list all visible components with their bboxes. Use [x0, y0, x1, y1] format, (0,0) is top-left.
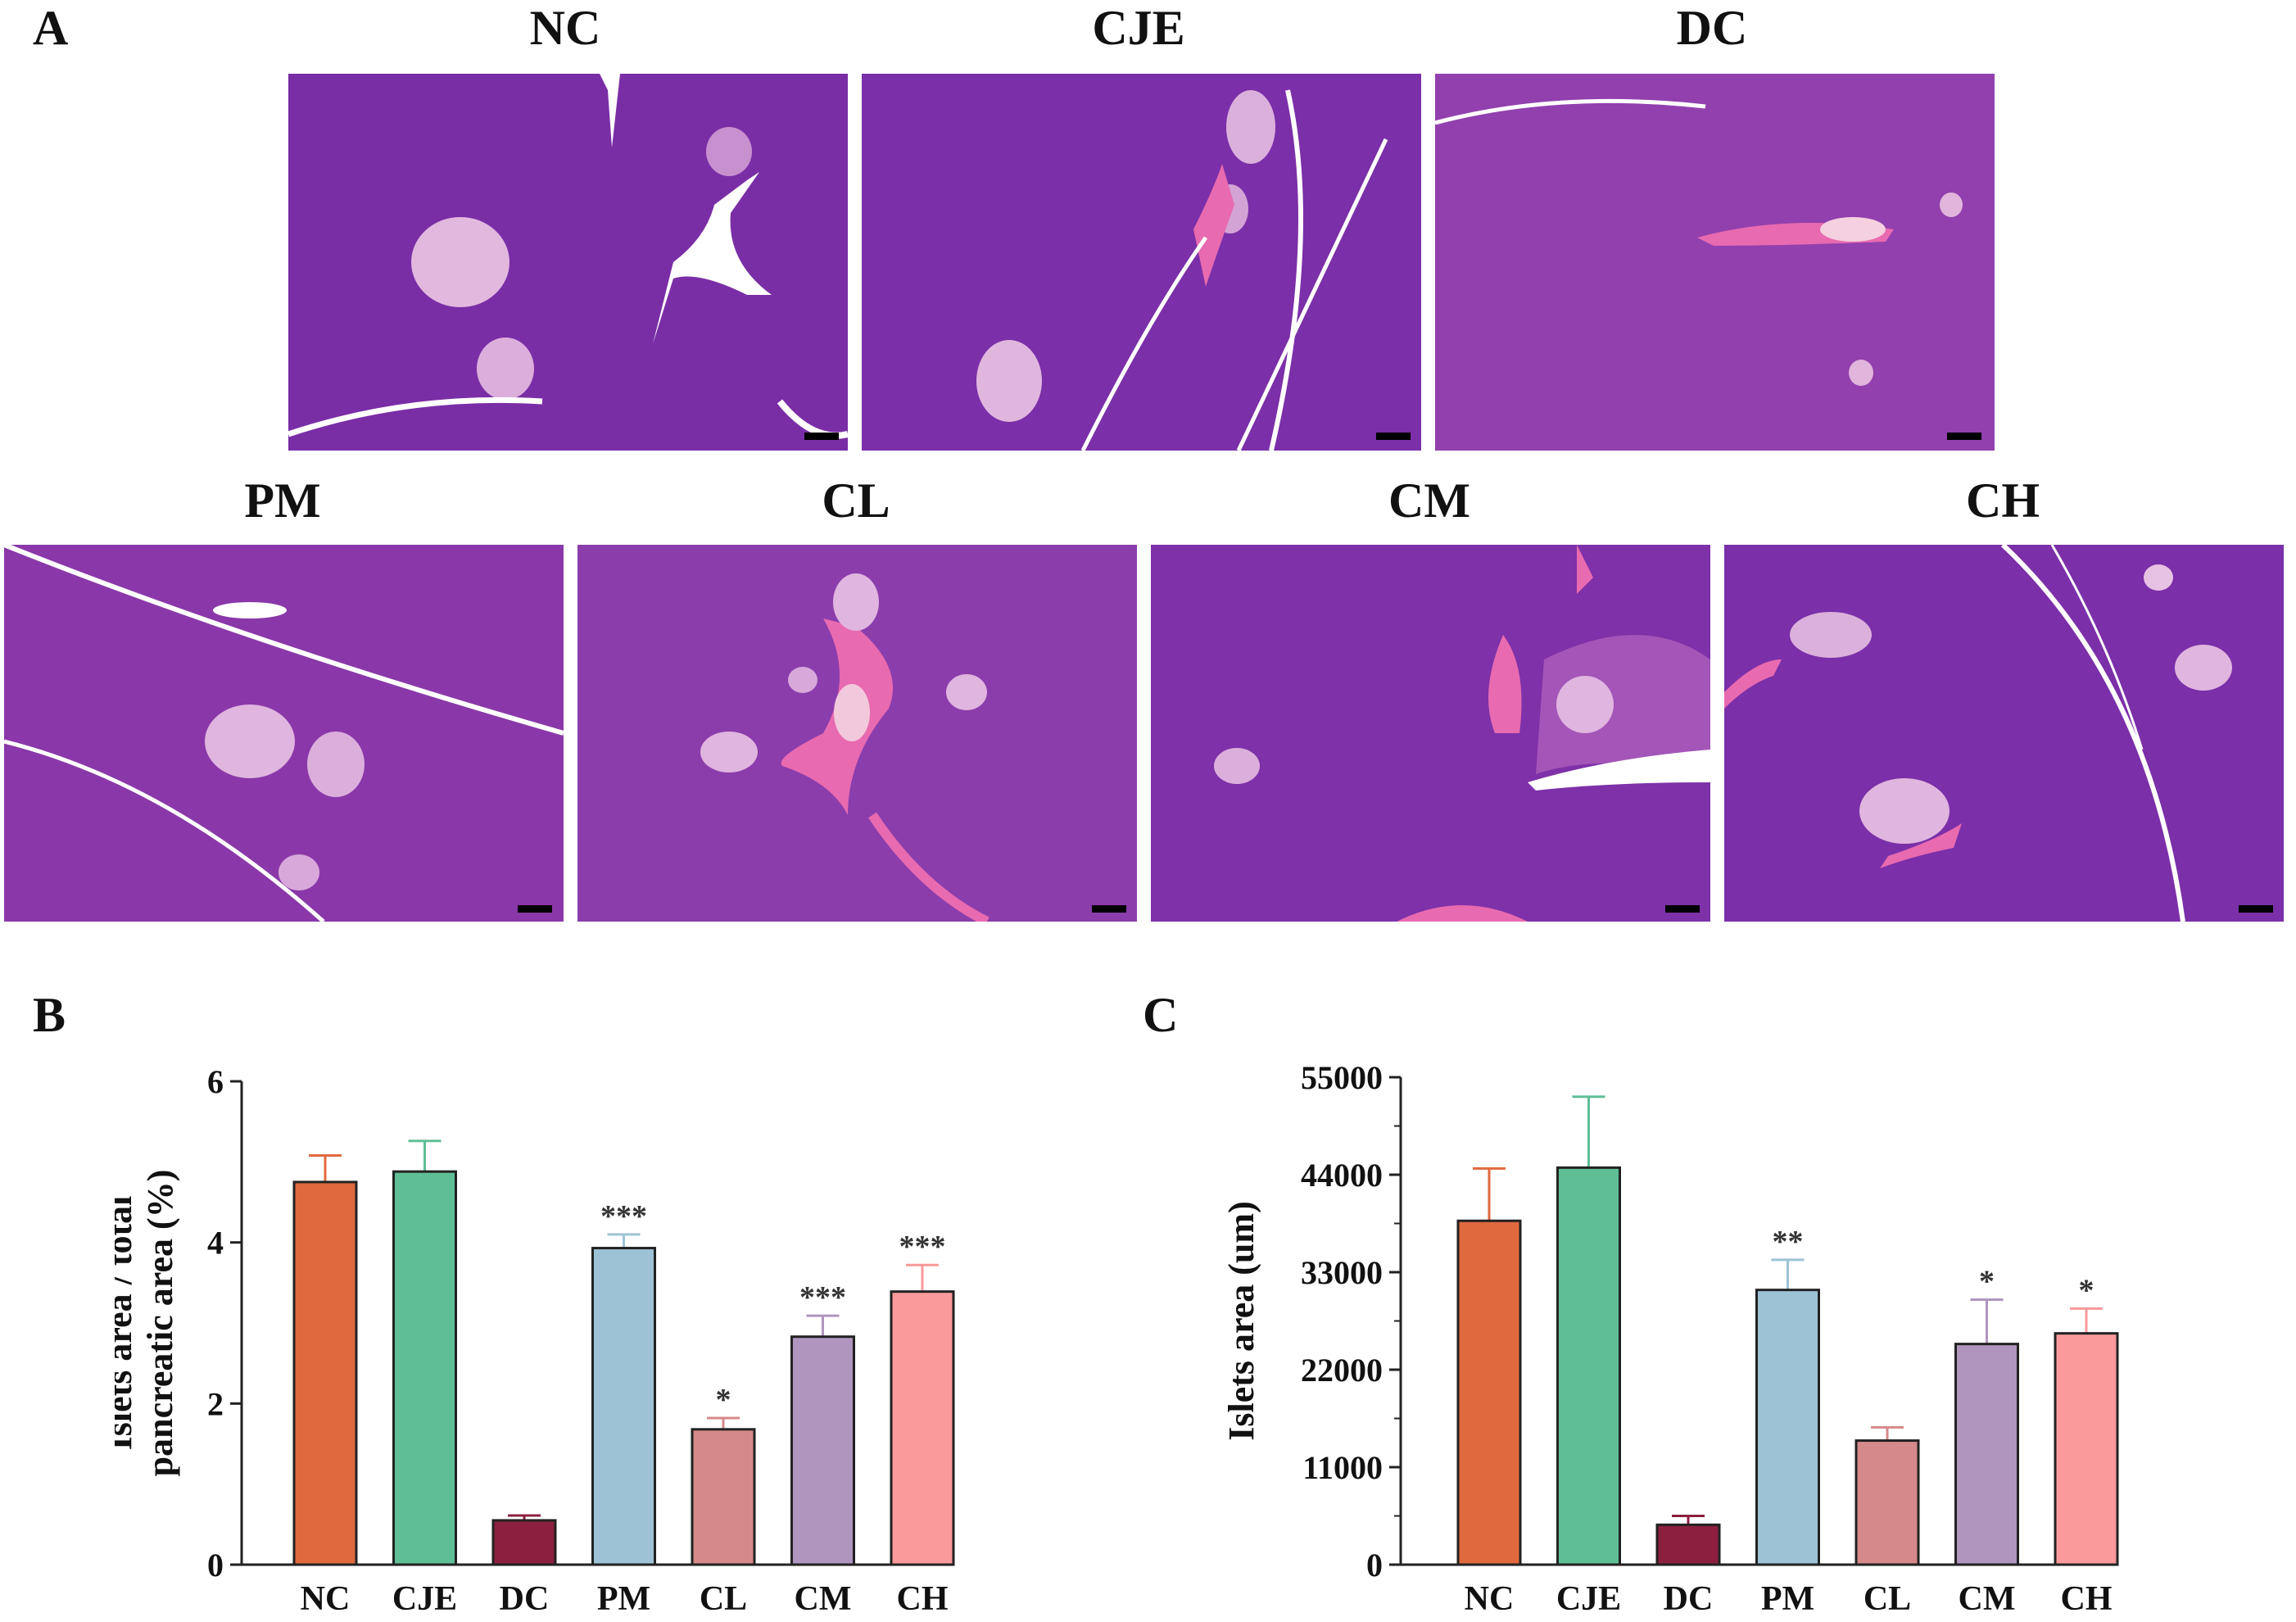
x-tick-label: CL [700, 1580, 747, 1618]
x-tick-label: CH [2061, 1580, 2113, 1618]
bar-nc [1456, 1219, 1522, 1566]
chart-c: 0 11000 22000 33000 44000 55000 Islets area (u… [1221, 1059, 2119, 1618]
x-tick-label: CM [1959, 1580, 2016, 1618]
micrograph-cm [1151, 545, 1710, 922]
significance-label: *** [899, 1230, 946, 1264]
significance-label: ** [1773, 1225, 1804, 1259]
micrograph-dc [1435, 74, 1995, 451]
micrograph-label-cje: CJE [1092, 1, 1185, 55]
y-axis-label: Islets area / total [115, 1196, 139, 1451]
islet [788, 667, 817, 693]
islet [1849, 360, 1873, 386]
micrograph-cl [577, 545, 1137, 922]
islet [1940, 193, 1963, 217]
bar-cm [1954, 1343, 2019, 1566]
micrograph-label-cl: CL [822, 473, 890, 528]
bar-cl [1854, 1439, 1920, 1566]
y-tick-label: 0 [207, 1547, 224, 1583]
x-tick-label: NC [1465, 1580, 1515, 1618]
bar-nc [292, 1180, 358, 1566]
islet [307, 732, 365, 797]
y-tick-label: 2 [207, 1385, 224, 1422]
x-tick-label: NC [301, 1580, 351, 1618]
x-tick-label: DC [1664, 1580, 1714, 1618]
x-tick-label: CL [1864, 1580, 1911, 1618]
panel-letter-a: A [33, 1, 69, 55]
y-tick-label: 6 [207, 1063, 224, 1100]
bar-cje [392, 1170, 457, 1566]
micrograph-label-cm: CM [1388, 473, 1470, 528]
islet [279, 854, 319, 890]
bar-ch [890, 1290, 955, 1566]
significance-label: *** [799, 1280, 846, 1315]
micrograph-label-pm: PM [244, 473, 321, 528]
islet [2144, 564, 2173, 591]
islet [411, 217, 509, 307]
bar-ch [2054, 1332, 2119, 1566]
islet [976, 340, 1042, 422]
micrograph-label-ch: CH [1966, 473, 2040, 528]
bar-dc [491, 1519, 557, 1566]
y-tick-label: 22000 [1301, 1352, 1383, 1389]
x-tick-label: PM [597, 1580, 650, 1618]
islet [1859, 778, 1950, 844]
bar-cm [790, 1335, 855, 1566]
islet [946, 674, 987, 710]
bar-pm [591, 1247, 656, 1566]
x-tick-label: CJE [392, 1580, 457, 1618]
x-tick-label: CM [795, 1580, 852, 1618]
bar-cl [691, 1428, 756, 1566]
micrograph-ch [1724, 545, 2284, 922]
bar-dc [1655, 1523, 1721, 1566]
bar-pm [1755, 1289, 1820, 1566]
islet [700, 732, 758, 772]
x-tick-label: PM [1761, 1580, 1814, 1618]
bar-cje [1556, 1166, 1621, 1566]
micrograph-label-dc: DC [1676, 1, 1748, 55]
y-tick-label: 55000 [1301, 1059, 1383, 1096]
islet [1214, 748, 1260, 784]
significance-label: * [1979, 1265, 1995, 1299]
islet [1226, 90, 1275, 164]
panel-letter-b: B [33, 988, 66, 1042]
x-tick-label: DC [500, 1580, 550, 1618]
islet [706, 127, 752, 176]
y-tick-label: 44000 [1301, 1157, 1383, 1194]
y-axis-label: Islets area (um) [1221, 1201, 1261, 1440]
islet [833, 573, 879, 631]
y-tick-label: 11000 [1302, 1449, 1383, 1486]
islet [477, 338, 534, 400]
micrograph-cje [862, 74, 1421, 451]
y-tick-label: 0 [1366, 1547, 1383, 1583]
significance-label: * [2079, 1273, 2094, 1307]
y-axis-label: pancreatic area (%) [140, 1170, 180, 1477]
panel-letter-c: C [1143, 988, 1179, 1042]
islet [1790, 612, 1872, 658]
islet [205, 705, 295, 778]
significance-label: * [716, 1383, 731, 1417]
micrograph-label-nc: NC [529, 1, 601, 55]
y-tick-label: 4 [207, 1225, 224, 1262]
micrograph-nc [288, 74, 848, 451]
y-tick-label: 33000 [1301, 1254, 1383, 1291]
significance-label: *** [600, 1199, 647, 1234]
micrograph-pm [4, 545, 564, 922]
x-tick-label: CH [897, 1580, 949, 1618]
islet [2175, 645, 2232, 691]
islet [1556, 676, 1614, 733]
x-tick-label: CJE [1556, 1580, 1621, 1618]
